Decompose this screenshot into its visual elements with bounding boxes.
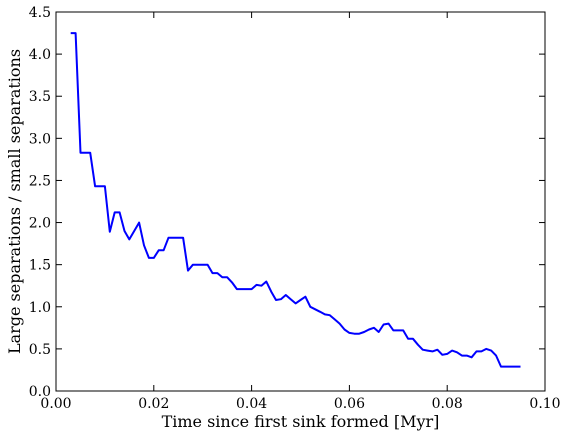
- x-tick-label: 0.04: [236, 396, 267, 412]
- x-tick-label: 0.08: [432, 396, 463, 412]
- plot-frame: [55, 11, 546, 392]
- x-tick-label: 0.00: [40, 396, 71, 412]
- tick-labels: 0.00 0.02 0.04 0.06 0.08 0.10 0.0 0.5 1.0 1.5 2.0 2…: [29, 5, 561, 412]
- y-tick-label: 4.0: [29, 47, 51, 63]
- y-tick-label: 2.5: [29, 173, 51, 189]
- y-axis-label: Large separations / small separations: [5, 49, 24, 354]
- series-line-0: [70, 32, 521, 368]
- x-tick-label: 0.10: [529, 396, 560, 412]
- y-tick-label: 3.0: [29, 131, 51, 147]
- y-tick-label: 1.0: [29, 300, 51, 316]
- y-tick-label: 3.5: [29, 89, 51, 105]
- y-tick-label: 0.0: [29, 384, 51, 400]
- y-tick-label: 4.5: [29, 5, 51, 21]
- series-layer: [70, 32, 521, 368]
- x-tick-label: 0.02: [138, 396, 169, 412]
- y-tick-label: 0.5: [29, 342, 51, 358]
- y-tick-label: 2.0: [29, 216, 51, 232]
- x-tick-label: 0.06: [334, 396, 365, 412]
- x-axis-label: Time since first sink formed [Myr]: [162, 412, 440, 431]
- y-tick-label: 1.5: [29, 258, 51, 274]
- axis-ticks: [55, 11, 546, 392]
